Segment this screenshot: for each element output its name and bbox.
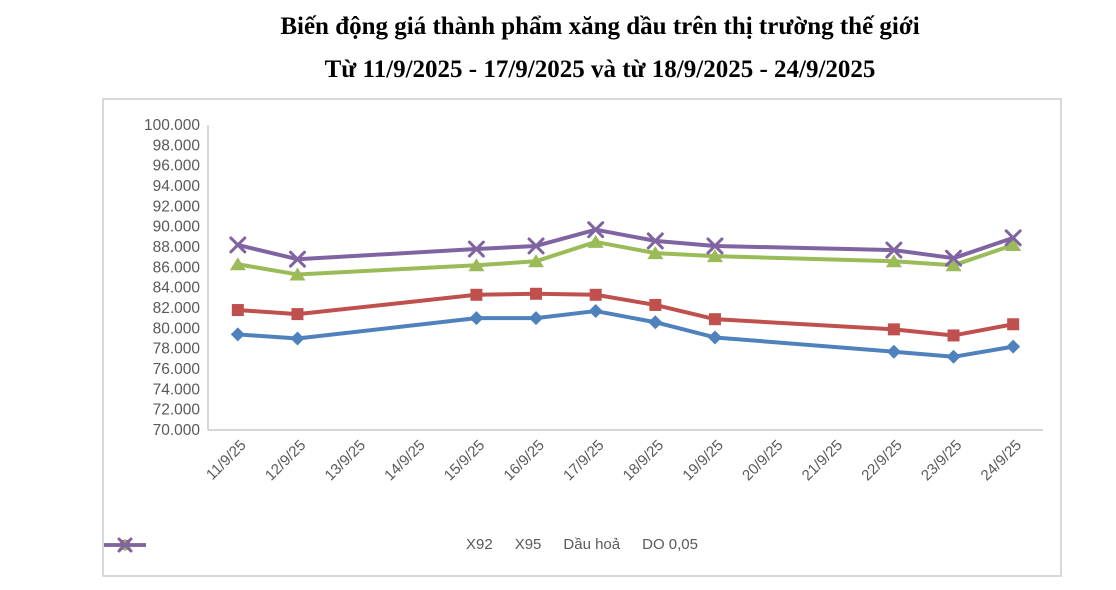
marker-square <box>887 323 900 336</box>
marker-square <box>1007 318 1020 331</box>
marker-diamond <box>230 327 245 342</box>
y-tick-label: 92.000 <box>153 198 201 215</box>
marker-triangle <box>647 246 664 260</box>
legend-label: X92 <box>466 536 493 553</box>
marker-square <box>530 287 543 300</box>
y-tick-label: 84.000 <box>153 280 201 297</box>
y-tick-label: 82.000 <box>153 300 201 317</box>
marker-triangle <box>528 254 545 268</box>
series-Dầu hoả <box>229 234 1022 281</box>
marker-x <box>229 236 247 254</box>
series-DO 0,05 <box>229 221 1022 268</box>
marker-square <box>470 288 483 301</box>
chart-title-block: Biến động giá thành phẩm xăng dầu trên t… <box>110 6 1090 92</box>
y-tick-label: 88.000 <box>153 239 201 256</box>
y-tick-label: 86.000 <box>153 259 201 276</box>
marker-diamond <box>648 315 663 330</box>
marker-triangle <box>706 249 723 263</box>
series-line <box>235 239 1016 277</box>
y-tick-label: 98.000 <box>153 137 201 154</box>
marker-diamond <box>946 349 961 364</box>
x-tick-label: 22/9/25 <box>858 437 905 484</box>
legend-item-Dầu hoả: Dầu hoả <box>104 536 621 553</box>
marker-x <box>467 240 485 258</box>
line-chart: 100.000 98.000 96.000 94.000 92.000 90.000 88.… <box>144 117 1043 484</box>
series-line <box>235 309 1016 359</box>
marker-square <box>649 298 662 311</box>
legend-label: Dầu hoả <box>563 536 621 553</box>
marker-diamond <box>1006 339 1021 354</box>
marker-triangle <box>229 257 246 271</box>
marker-diamond <box>529 311 544 326</box>
x-tick-label: 23/9/25 <box>918 437 965 484</box>
series-X92 <box>230 304 1021 364</box>
y-tick-label: 90.000 <box>153 219 201 236</box>
marker-x <box>945 249 963 267</box>
x-tick-label: 15/9/25 <box>441 437 488 484</box>
marker-triangle <box>587 234 604 248</box>
marker-diamond <box>707 330 722 345</box>
legend-label: X95 <box>514 536 542 553</box>
y-tick-label: 100.000 <box>144 117 200 134</box>
y-tick-label: 76.000 <box>153 361 201 378</box>
chart-title: Biến động giá thành phẩm xăng dầu trên t… <box>280 13 920 40</box>
chart-legend: X92 X95 Dầu hoả DO 0,05 <box>104 536 1060 553</box>
marker-triangle <box>1005 237 1022 251</box>
marker-triangle <box>468 258 485 272</box>
marker-x <box>1004 229 1022 247</box>
series-X95 <box>231 287 1020 342</box>
marker-square <box>589 288 602 301</box>
x-tick-label: 14/9/25 <box>381 437 428 484</box>
marker-triangle <box>945 258 962 272</box>
x-tick-label: 17/9/25 <box>560 437 607 484</box>
marker-x <box>117 537 133 553</box>
marker-square <box>947 329 960 342</box>
x-tick-label: 21/9/25 <box>799 437 846 484</box>
y-tick-label: 74.000 <box>153 381 201 398</box>
marker-x <box>587 221 605 239</box>
marker-x <box>885 241 903 259</box>
x-tick-label: 19/9/25 <box>679 437 726 484</box>
x-tick-label: 13/9/25 <box>322 437 369 484</box>
series-line <box>235 227 1016 262</box>
x-tick-label: 20/9/25 <box>739 437 786 484</box>
legend-item-X95: X95 <box>104 536 542 553</box>
marker-x <box>646 232 664 250</box>
marker-square <box>231 304 244 317</box>
y-tick-label: 80.000 <box>153 320 201 337</box>
y-tick-label: 96.000 <box>153 158 201 175</box>
legend-marker-x-icon <box>104 537 146 553</box>
chart-card: 100.000 98.000 96.000 94.000 92.000 90.000 88.… <box>102 98 1062 577</box>
legend-item-X92: X92 <box>104 536 493 553</box>
marker-diamond <box>469 311 484 326</box>
chart-subtitle: Từ 11/9/2025 - 17/9/2025 và từ 18/9/2025… <box>324 56 876 83</box>
x-tick-label: 16/9/25 <box>500 437 547 484</box>
y-tick-label: 78.000 <box>153 341 201 358</box>
marker-triangle <box>885 254 902 268</box>
y-tick-label: 94.000 <box>153 178 201 195</box>
x-tick-label: 18/9/25 <box>620 437 667 484</box>
marker-x <box>288 250 306 268</box>
legend-label: DO 0,05 <box>642 536 698 553</box>
marker-diamond <box>886 344 901 359</box>
y-tick-label: 72.000 <box>153 402 201 419</box>
x-tick-label: 11/9/25 <box>203 437 250 484</box>
marker-diamond <box>588 304 603 319</box>
x-tick-label: 24/9/25 <box>978 437 1025 484</box>
marker-x <box>706 237 724 255</box>
y-tick-label: 70.000 <box>153 422 201 439</box>
series-line <box>235 291 1016 338</box>
x-tick-label: 12/9/25 <box>262 437 309 484</box>
legend-item-DO 0,05: DO 0,05 <box>104 536 698 553</box>
marker-x <box>527 237 545 255</box>
marker-diamond <box>290 331 305 346</box>
marker-triangle <box>289 267 306 281</box>
marker-square <box>291 308 304 321</box>
marker-square <box>708 313 721 326</box>
